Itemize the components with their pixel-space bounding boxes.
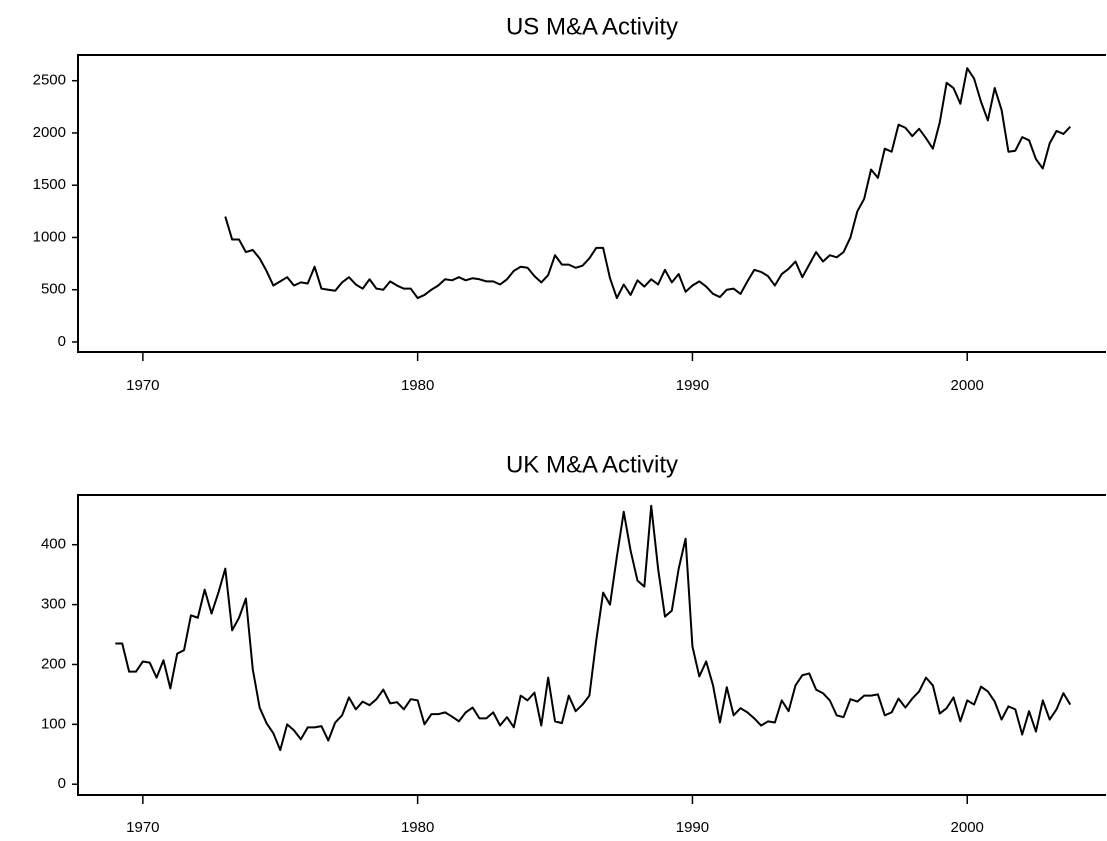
y-tick-label: 400 bbox=[41, 536, 66, 553]
y-tick-label: 500 bbox=[41, 281, 66, 298]
y-tick-label: 2500 bbox=[33, 72, 66, 89]
x-tick-label: 1970 bbox=[126, 377, 159, 394]
y-tick-label: 0 bbox=[58, 775, 66, 792]
x-tick-label: 2000 bbox=[951, 819, 984, 836]
y-tick-label: 200 bbox=[41, 655, 66, 672]
chart-title: UK M&A Activity bbox=[506, 451, 678, 478]
x-tick-label: 1980 bbox=[401, 377, 434, 394]
y-tick-label: 0 bbox=[58, 333, 66, 350]
y-tick-label: 300 bbox=[41, 596, 66, 613]
y-tick-label: 100 bbox=[41, 715, 66, 732]
data-line bbox=[115, 504, 1072, 752]
y-tick-label: 1000 bbox=[33, 228, 66, 245]
y-tick-label: 2000 bbox=[33, 124, 66, 141]
y-tick-label: 1500 bbox=[33, 176, 66, 193]
x-tick-label: 1980 bbox=[401, 819, 434, 836]
x-tick-label: 1990 bbox=[676, 819, 709, 836]
x-tick-label: 1990 bbox=[676, 377, 709, 394]
x-tick-label: 1970 bbox=[126, 819, 159, 836]
chart-title: US M&A Activity bbox=[506, 13, 678, 40]
plot-frame bbox=[77, 54, 1106, 353]
plot-frame bbox=[77, 494, 1106, 796]
data-line bbox=[224, 67, 1072, 300]
x-tick-label: 2000 bbox=[951, 377, 984, 394]
